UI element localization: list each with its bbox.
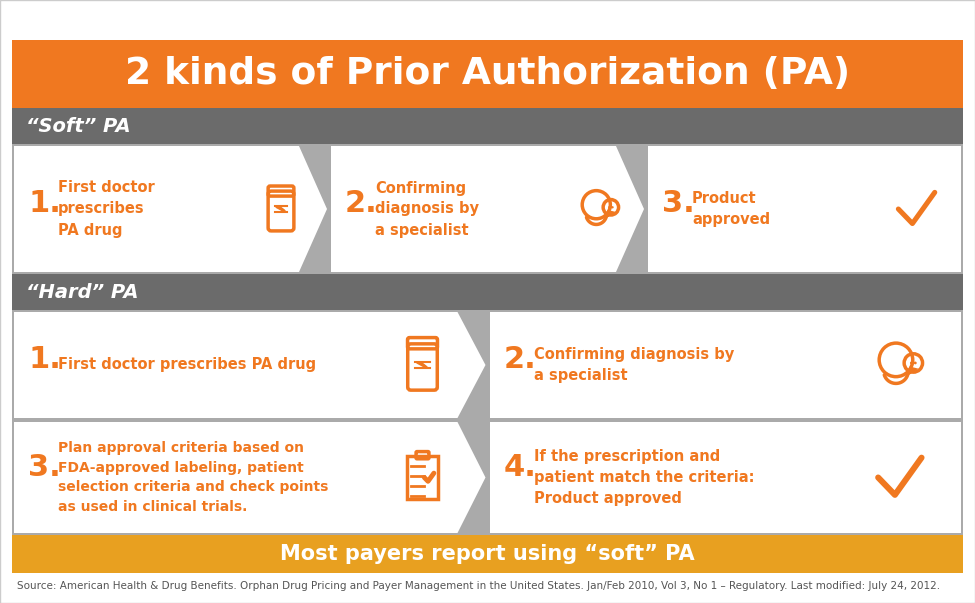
Text: 2.: 2. — [503, 346, 536, 374]
Circle shape — [914, 362, 916, 364]
Polygon shape — [14, 422, 486, 533]
Text: Plan approval criteria based on
FDA-approved labeling, patient
selection criteri: Plan approval criteria based on FDA-appr… — [58, 441, 329, 514]
Text: 3.: 3. — [662, 189, 695, 218]
Text: 1.: 1. — [28, 189, 60, 218]
Polygon shape — [331, 146, 644, 272]
Text: First doctor prescribes PA drug: First doctor prescribes PA drug — [58, 358, 316, 373]
Polygon shape — [14, 146, 327, 272]
Circle shape — [910, 362, 913, 364]
Bar — [12, 40, 963, 108]
Circle shape — [912, 362, 915, 364]
Text: 3.: 3. — [28, 453, 60, 482]
Polygon shape — [14, 312, 486, 418]
Text: 2.: 2. — [345, 189, 377, 218]
Text: Source: American Health & Drug Benefits. Orphan Drug Pricing and Payer Managemen: Source: American Health & Drug Benefits.… — [17, 581, 940, 591]
Polygon shape — [489, 422, 961, 533]
Bar — [12, 310, 963, 420]
Text: Product
approved: Product approved — [692, 191, 770, 227]
Circle shape — [611, 206, 613, 209]
Text: Confirming diagnosis by
a specialist: Confirming diagnosis by a specialist — [533, 347, 734, 383]
Bar — [12, 420, 963, 535]
Polygon shape — [489, 312, 961, 418]
Bar — [12, 108, 963, 144]
Text: “Soft” PA: “Soft” PA — [26, 116, 131, 136]
Polygon shape — [648, 146, 961, 272]
Bar — [12, 274, 963, 310]
Text: 1.: 1. — [28, 346, 60, 374]
Bar — [12, 144, 963, 274]
Bar — [12, 535, 963, 573]
Circle shape — [609, 206, 612, 209]
Text: “Hard” PA: “Hard” PA — [26, 282, 138, 302]
Text: 2 kinds of Prior Authorization (PA): 2 kinds of Prior Authorization (PA) — [125, 56, 850, 92]
Circle shape — [608, 206, 610, 209]
Text: First doctor
prescribes
PA drug: First doctor prescribes PA drug — [58, 180, 155, 238]
Text: If the prescription and
patient match the criteria:
Product approved: If the prescription and patient match th… — [533, 449, 754, 506]
Text: Confirming
diagnosis by
a specialist: Confirming diagnosis by a specialist — [375, 180, 479, 238]
Text: 4.: 4. — [503, 453, 536, 482]
Text: Most payers report using “soft” PA: Most payers report using “soft” PA — [280, 544, 695, 564]
